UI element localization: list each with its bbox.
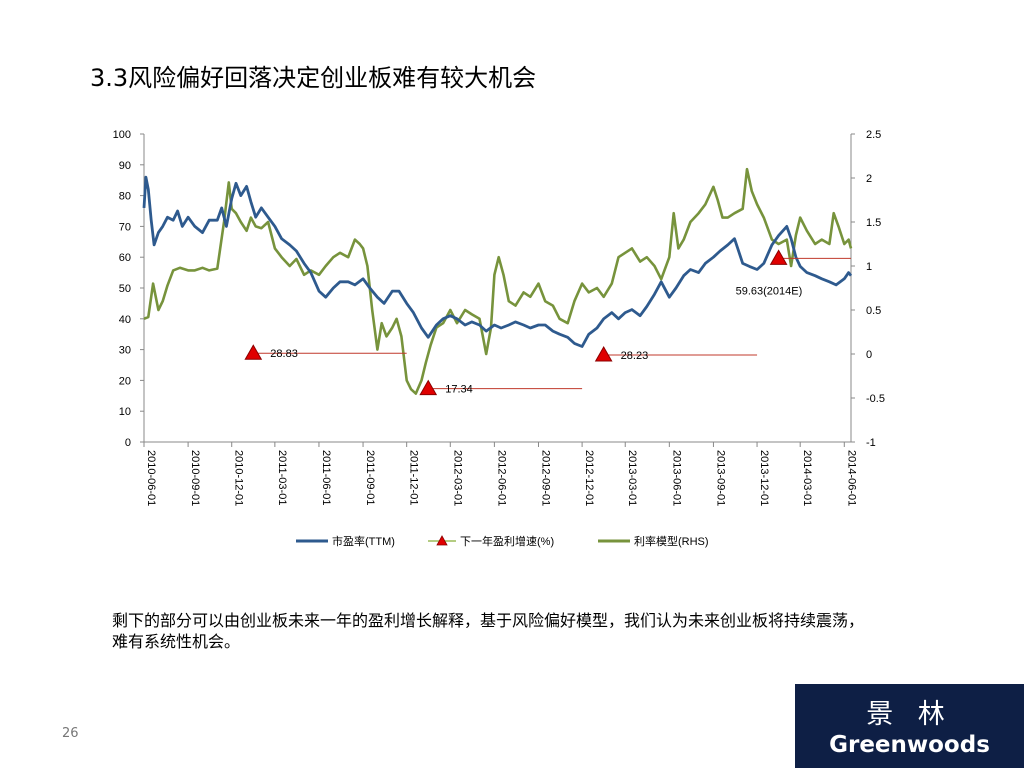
- x-tick-label: 2011-09-01: [364, 450, 376, 505]
- legend-label: 利率模型(RHS): [634, 534, 709, 548]
- right-tick-label: 0: [866, 349, 872, 361]
- x-tick-label: 2014-03-01: [801, 450, 813, 506]
- pe-interest-model-chart: 0 10 20 30 40 50 60 70 80 90 100 -1 -0.5 0 0.5 1 1.5 2 2.5…: [113, 129, 885, 548]
- right-tick-label: 1: [866, 261, 872, 273]
- left-tick-label: 0: [125, 437, 131, 449]
- x-tick-label: 2012-09-01: [539, 450, 551, 506]
- growth-data-label: 59.63(2014E): [736, 285, 803, 297]
- growth-data-label: 17.34: [445, 384, 473, 396]
- right-tick-label: 2.5: [866, 129, 881, 141]
- logo-chinese-text: 景 林: [866, 699, 953, 730]
- chart-series: [142, 167, 853, 395]
- legend-label: 下一年盈利增速(%): [460, 534, 554, 548]
- x-tick-label: 2010-06-01: [145, 450, 157, 506]
- left-tick-label: 30: [119, 345, 131, 357]
- left-tick-label: 40: [119, 314, 131, 326]
- x-tick-label: 2010-12-01: [233, 450, 245, 506]
- x-tick-label: 2013-06-01: [670, 450, 682, 506]
- page-number: 26: [62, 726, 79, 741]
- chart-markers: 28.83 17.34 28.23 59.63(2014E): [244, 249, 851, 396]
- chart-legend: 市盈率(TTM) 下一年盈利增速(%) 利率模型(RHS): [296, 534, 709, 548]
- x-tick-label: 2011-03-01: [276, 450, 288, 505]
- left-tick-label: 20: [119, 375, 131, 387]
- slide-body-text: 剩下的部分可以由创业板未来一年的盈利增长解释，基于风险偏好模型，我们认为未来创业…: [112, 611, 865, 651]
- slide-title: 3.3风险偏好回落决定创业板难有较大机会: [90, 64, 537, 92]
- legend-triangle-icon: [436, 535, 448, 546]
- x-tick-label: 2013-03-01: [626, 450, 638, 506]
- series-pe-ttm-line: [142, 175, 853, 348]
- left-tick-label: 80: [119, 191, 131, 203]
- right-tick-label: 2: [866, 173, 872, 185]
- growth-triangle-marker: [594, 346, 613, 362]
- left-tick-label: 10: [119, 406, 131, 418]
- left-tick-label: 100: [113, 129, 131, 141]
- x-tick-label: 2012-03-01: [451, 450, 463, 506]
- legend-label: 市盈率(TTM): [332, 534, 395, 548]
- growth-triangle-marker: [419, 379, 438, 396]
- x-tick-label: 2012-06-01: [495, 450, 507, 506]
- x-tick-label: 2014-06-01: [845, 450, 857, 506]
- greenwoods-logo: 景 林 Greenwoods: [795, 684, 1024, 768]
- growth-triangle-marker: [244, 344, 263, 360]
- series-interest-model-line: [143, 167, 853, 395]
- right-tick-label: 1.5: [866, 217, 881, 229]
- left-tick-label: 50: [119, 283, 131, 295]
- growth-data-label: 28.23: [621, 350, 649, 362]
- chart-axes: 0 10 20 30 40 50 60 70 80 90 100 -1 -0.5 0 0.5 1 1.5 2 2.5…: [113, 129, 885, 506]
- x-tick-label: 2011-06-01: [320, 450, 332, 505]
- x-tick-label: 2013-09-01: [714, 450, 726, 506]
- x-tick-label: 2010-09-01: [189, 450, 201, 506]
- x-tick-label: 2011-12-01: [408, 450, 420, 505]
- left-tick-label: 60: [119, 252, 131, 264]
- right-tick-label: -1: [866, 437, 876, 449]
- logo-english-text: Greenwoods: [829, 732, 990, 758]
- left-tick-label: 90: [119, 160, 131, 172]
- growth-triangle-marker: [769, 249, 788, 265]
- growth-data-label: 28.83: [270, 348, 298, 360]
- x-tick-label: 2013-12-01: [758, 450, 770, 506]
- right-tick-label: 0.5: [866, 305, 881, 317]
- right-tick-label: -0.5: [866, 393, 885, 405]
- left-tick-label: 70: [119, 221, 131, 233]
- x-tick-label: 2012-12-01: [583, 450, 595, 506]
